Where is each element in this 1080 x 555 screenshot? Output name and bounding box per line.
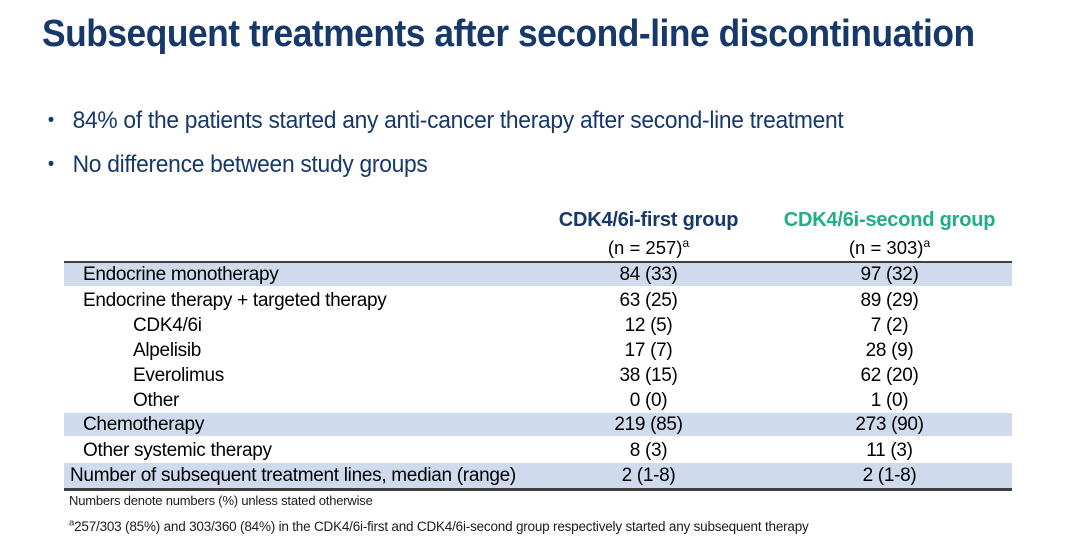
subsequent-treatments-table: CDK4/6i-first group (n = 257)a CDK4/6i-s… [64, 204, 1012, 535]
value-cdk46i-first: 2 (1-8) [621, 464, 676, 486]
table-row: CDK4/6i 12 (5) 7 (2) [64, 313, 1012, 338]
row-label: Endocrine therapy + targeted therapy [83, 289, 387, 311]
bullet-icon: • [47, 154, 54, 175]
bullet-item: • No difference between study groups [46, 153, 843, 177]
value-cdk46i-first: 8 (3) [629, 439, 668, 461]
page-title: Subsequent treatments after second-line … [42, 13, 975, 55]
column-header-label: CDK4/6i-first group [558, 209, 739, 231]
column-header-n: (n = 257)a [530, 234, 767, 261]
column-header-cdk46i-second-group: CDK4/6i-second group (n = 303)a [767, 206, 1012, 261]
table-row: Other 0 (0) 1 (0) [64, 388, 1012, 413]
bullet-list: • 84% of the patients started any anti-ca… [46, 107, 844, 197]
value-cdk46i-first: 38 (15) [619, 364, 678, 386]
footnotes: Numbers denote numbers (%) unless stated… [64, 493, 1012, 535]
table-row: Endocrine therapy + targeted therapy 63 (… [64, 288, 1012, 313]
value-cdk46i-second: 62 (20) [860, 364, 919, 386]
row-label: Chemotherapy [83, 413, 205, 435]
table-body: Endocrine monotherapy 84 (33) 97 (32) Endoc… [64, 261, 1012, 491]
value-cdk46i-second: 7 (2) [870, 314, 909, 336]
value-cdk46i-first: 0 (0) [629, 389, 668, 411]
column-header-cdk46i-first-group: CDK4/6i-first group (n = 257)a [530, 206, 767, 261]
value-cdk46i-first: 63 (25) [619, 289, 678, 311]
bullet-text: 84% of the patients started any anti-can… [72, 107, 844, 134]
row-label: Alpelisib [133, 339, 202, 361]
value-cdk46i-first: 17 (7) [624, 339, 673, 361]
n-value: (n = 303) [848, 237, 924, 258]
value-cdk46i-second: 11 (3) [866, 439, 913, 461]
table-row: Endocrine monotherapy 84 (33) 97 (32) [64, 263, 1012, 288]
value-cdk46i-second: 28 (9) [865, 339, 914, 361]
bullet-item: • 84% of the patients started any anti-ca… [46, 107, 844, 134]
footnote-a-text: 257/303 (85%) and 303/360 (84%) in the C… [74, 519, 809, 534]
value-cdk46i-second: 2 (1-8) [862, 464, 917, 486]
table-row: Alpelisib 17 (7) 28 (9) [64, 338, 1012, 363]
value-cdk46i-second: 97 (32) [860, 263, 919, 285]
table-row: Chemotherapy 219 (85) 273 (90) [64, 413, 1012, 438]
value-cdk46i-first: 219 (85) [614, 413, 683, 435]
footnote-a: a257/303 (85%) and 303/360 (84%) in the … [69, 518, 1012, 535]
row-label: Everolimus [133, 364, 224, 386]
row-label: Endocrine monotherapy [83, 263, 279, 285]
bullet-icon: • [47, 110, 54, 131]
footnote-marker-a: a [923, 235, 931, 250]
row-label: Other [133, 389, 180, 411]
value-cdk46i-second: 273 (90) [855, 413, 924, 435]
column-header-n: (n = 303)a [767, 234, 1012, 261]
table-row: Other systemic therapy 8 (3) 11 (3) [64, 438, 1012, 463]
row-label: Other systemic therapy [83, 439, 272, 461]
n-value: (n = 257) [607, 237, 683, 258]
row-label: Number of subsequent treatment lines, me… [70, 464, 516, 486]
header-spacer-cell [64, 206, 530, 261]
column-header-label: CDK4/6i-second group [783, 209, 996, 231]
footnote-marker-a: a [682, 235, 690, 250]
footnote-marker-a: a [69, 517, 75, 529]
value-cdk46i-first: 84 (33) [619, 263, 678, 285]
table-row: Everolimus 38 (15) 62 (20) [64, 363, 1012, 388]
row-label: CDK4/6i [133, 314, 202, 336]
value-cdk46i-second: 89 (29) [860, 289, 919, 311]
bullet-text: No difference between study groups [72, 151, 428, 178]
value-cdk46i-second: 1 (0) [870, 389, 909, 411]
footnote-general: Numbers denote numbers (%) unless stated… [69, 493, 373, 508]
table-row: Number of subsequent treatment lines, me… [64, 463, 1012, 488]
table-header: CDK4/6i-first group (n = 257)a CDK4/6i-s… [64, 204, 1012, 261]
value-cdk46i-first: 12 (5) [624, 314, 673, 336]
